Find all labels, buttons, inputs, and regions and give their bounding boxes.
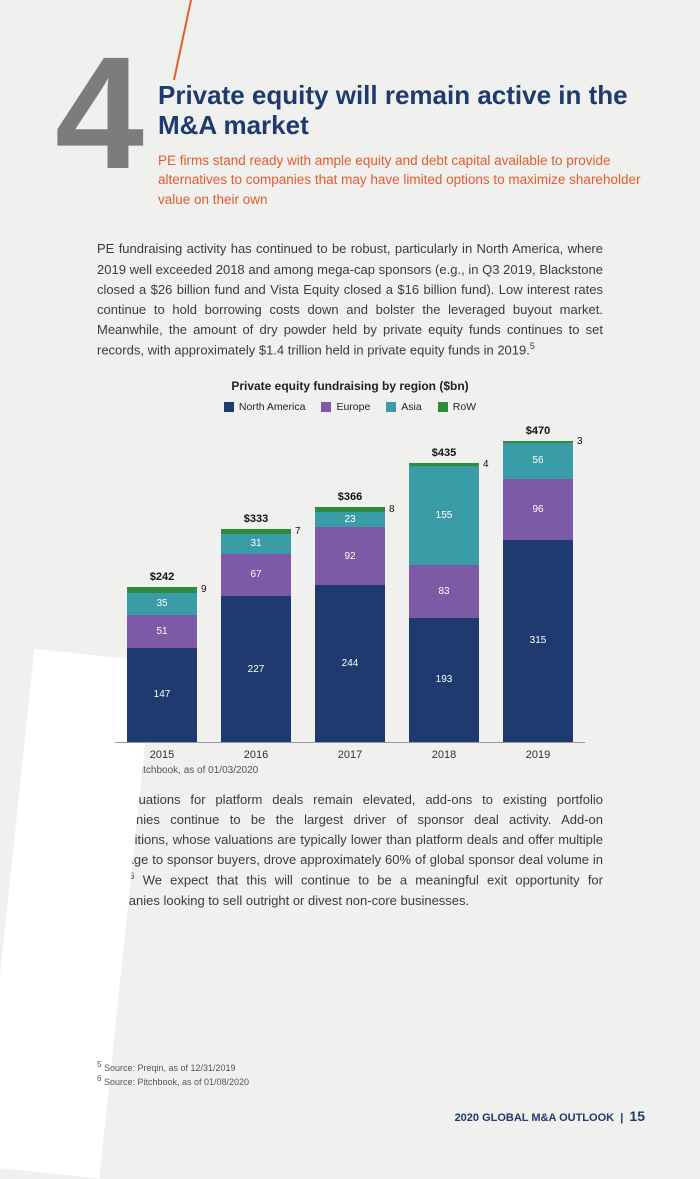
- bar-segment: 35: [127, 593, 197, 615]
- footnote-ref-5: 5: [530, 341, 535, 351]
- bar-segment: 4: [409, 463, 479, 466]
- bar-total-label: $242: [150, 571, 174, 583]
- legend-label: Europe: [336, 401, 370, 413]
- bar-stack: 14751359: [127, 587, 197, 742]
- bar-group: $435 193831554: [409, 447, 479, 741]
- bar-segment: 3: [503, 441, 573, 443]
- stacked-bar-chart: $242 14751359 $333 22767317 $366 24492238 $435…: [115, 423, 585, 743]
- paragraph-2: As valuations for platform deals remain …: [97, 790, 603, 911]
- bar-total-label: $435: [432, 447, 456, 459]
- chart-legend: North America Europe Asia RoW: [55, 401, 645, 413]
- bar-group: $242 14751359: [127, 571, 197, 742]
- bar-stack: 22767317: [221, 529, 291, 741]
- footnote-6: Source: Pitchbook, as of 01/08/2020: [104, 1077, 249, 1087]
- bar-segment: 23: [315, 512, 385, 527]
- swatch: [321, 402, 331, 412]
- bar-segment: 244: [315, 585, 385, 741]
- page-footer: 2020 GLOBAL M&A OUTLOOK | 15: [455, 1108, 645, 1124]
- bar-segment: 7: [221, 529, 291, 533]
- legend-label: North America: [239, 401, 306, 413]
- bar-segment: 193: [409, 618, 479, 742]
- bar-segment: 92: [315, 527, 385, 586]
- bar-segment: 227: [221, 596, 291, 741]
- bar-stack: 24492238: [315, 507, 385, 742]
- bar-total-label: $333: [244, 513, 268, 525]
- section-header: 4 Private equity will remain active in t…: [55, 55, 645, 209]
- legend-item-row: RoW: [438, 401, 476, 413]
- bar-segment: 31: [221, 534, 291, 554]
- x-axis-label: 2016: [221, 749, 291, 761]
- footer-separator: |: [620, 1112, 623, 1124]
- swatch: [224, 402, 234, 412]
- chart-title: Private equity fundraising by region ($b…: [55, 379, 645, 393]
- bar-segment: 155: [409, 466, 479, 565]
- legend-item-asia: Asia: [386, 401, 421, 413]
- bar-segment: 56: [503, 443, 573, 479]
- legend-label: Asia: [401, 401, 421, 413]
- bar-stack: 31596563: [503, 441, 573, 742]
- x-axis-label: 2018: [409, 749, 479, 761]
- paragraph-2-tail: We expect that this will continue to be …: [97, 873, 603, 908]
- bar-group: $470 31596563: [503, 425, 573, 742]
- paragraph-1-text: PE fundraising activity has continued to…: [97, 241, 603, 357]
- legend-label: RoW: [453, 401, 476, 413]
- bar-total-label: $366: [338, 491, 362, 503]
- footer-title: 2020 GLOBAL M&A OUTLOOK: [455, 1112, 615, 1124]
- swatch: [386, 402, 396, 412]
- bar-group: $333 22767317: [221, 513, 291, 741]
- bar-segment: 147: [127, 648, 197, 742]
- bar-segment: 83: [409, 565, 479, 618]
- section-title: Private equity will remain active in the…: [158, 81, 645, 141]
- bar-segment: 315: [503, 540, 573, 742]
- legend-item-north-america: North America: [224, 401, 306, 413]
- bar-segment: 67: [221, 554, 291, 597]
- paragraph-1: PE fundraising activity has continued to…: [97, 239, 603, 360]
- footnotes: 5 Source: Preqin, as of 12/31/2019 6 Sou…: [97, 1060, 249, 1088]
- x-axis-label: 2019: [503, 749, 573, 761]
- page-number: 15: [629, 1108, 645, 1124]
- bar-segment: 51: [127, 615, 197, 648]
- chart-source: Source: Pitchbook, as of 01/03/2020: [97, 765, 603, 776]
- bar-stack: 193831554: [409, 463, 479, 741]
- bar-segment: 8: [315, 507, 385, 512]
- bar-segment: 96: [503, 479, 573, 540]
- x-axis-label: 2017: [315, 749, 385, 761]
- section-subtitle: PE firms stand ready with ample equity a…: [158, 151, 645, 210]
- bar-segment: 9: [127, 587, 197, 593]
- section-number: 4: [55, 45, 136, 181]
- chart-x-axis: 20152016201720182019: [115, 749, 585, 761]
- bar-group: $366 24492238: [315, 491, 385, 742]
- swatch: [438, 402, 448, 412]
- legend-item-europe: Europe: [321, 401, 370, 413]
- footnote-5: Source: Preqin, as of 12/31/2019: [104, 1063, 236, 1073]
- bar-total-label: $470: [526, 425, 550, 437]
